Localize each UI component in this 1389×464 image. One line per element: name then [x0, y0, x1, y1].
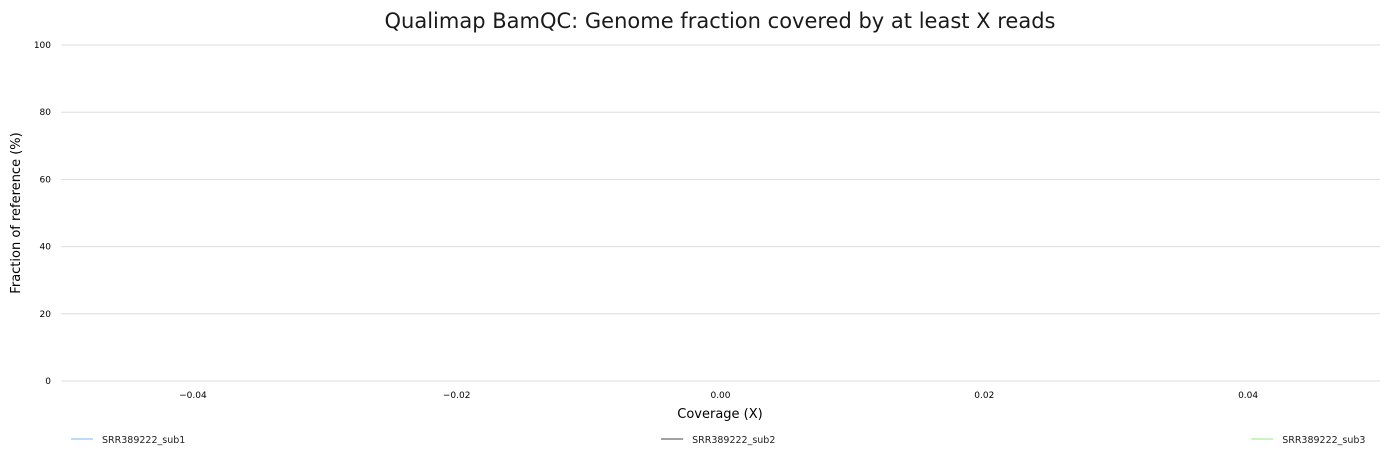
y-tick-label: 100 — [34, 41, 51, 51]
y-tick-label: 20 — [40, 310, 52, 320]
x-tick-label: −0.02 — [443, 391, 471, 401]
x-tick-label: 0.00 — [710, 391, 730, 401]
y-tick-label: 80 — [40, 108, 52, 118]
legend-label: SRR389222_sub3 — [1282, 435, 1365, 446]
y-tick-label: 0 — [45, 377, 51, 387]
legend-item-1[interactable]: SRR389222_sub1 — [71, 435, 185, 446]
legend-label: SRR389222_sub2 — [692, 435, 775, 446]
legend-item-2[interactable]: SRR389222_sub2 — [661, 435, 775, 446]
x-tick-label: 0.04 — [1238, 391, 1258, 401]
x-axis-ticks: −0.04 −0.02 0.00 0.02 0.04 — [179, 391, 1258, 401]
legend-item-3[interactable]: SRR389222_sub3 — [1251, 435, 1365, 446]
chart-title: Qualimap BamQC: Genome fraction covered … — [385, 9, 1056, 33]
legend[interactable]: SRR389222_sub1 SRR389222_sub2 SRR389222_su… — [71, 435, 1365, 446]
x-axis-label: Coverage (X) — [677, 407, 762, 422]
gridlines — [61, 44, 1380, 382]
legend-label: SRR389222_sub1 — [102, 435, 185, 446]
y-tick-label: 40 — [40, 243, 52, 253]
x-tick-label: −0.04 — [179, 391, 207, 401]
y-axis-ticks: 0 20 40 60 80 100 — [34, 41, 51, 387]
y-tick-label: 60 — [40, 175, 52, 185]
y-axis-label: Fraction of reference (%) — [9, 132, 24, 293]
x-tick-label: 0.02 — [974, 391, 994, 401]
